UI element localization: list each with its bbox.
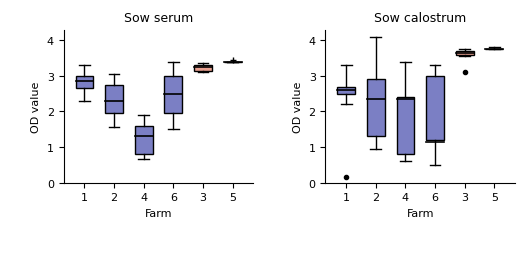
Title: Sow calostrum: Sow calostrum bbox=[374, 12, 466, 25]
FancyBboxPatch shape bbox=[194, 66, 212, 71]
X-axis label: Farm: Farm bbox=[145, 208, 172, 218]
X-axis label: Farm: Farm bbox=[407, 208, 434, 218]
FancyBboxPatch shape bbox=[397, 98, 414, 154]
FancyBboxPatch shape bbox=[135, 126, 152, 154]
FancyBboxPatch shape bbox=[426, 76, 444, 140]
FancyBboxPatch shape bbox=[75, 76, 93, 89]
FancyBboxPatch shape bbox=[105, 85, 123, 114]
FancyBboxPatch shape bbox=[165, 76, 182, 114]
Y-axis label: OD value: OD value bbox=[293, 81, 303, 132]
Title: Sow serum: Sow serum bbox=[124, 12, 193, 25]
FancyBboxPatch shape bbox=[367, 80, 384, 137]
Y-axis label: OD value: OD value bbox=[31, 81, 41, 132]
FancyBboxPatch shape bbox=[337, 87, 355, 94]
FancyBboxPatch shape bbox=[456, 52, 474, 55]
